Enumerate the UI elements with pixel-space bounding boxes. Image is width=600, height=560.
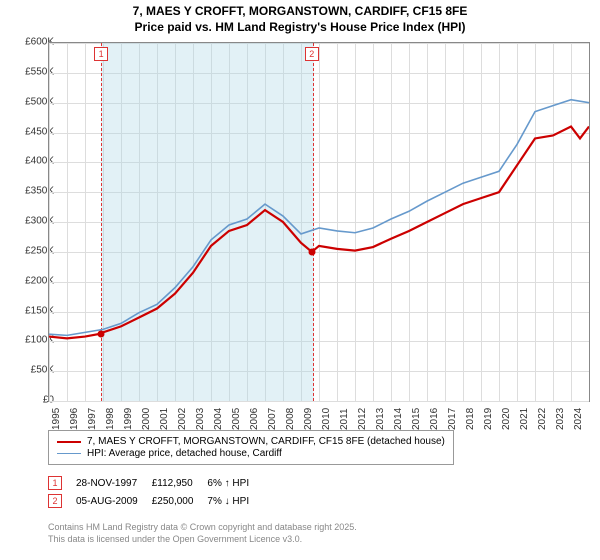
series-blue (49, 100, 589, 336)
x-tick-label: 2002 (177, 408, 188, 430)
legend-swatch (57, 441, 81, 443)
x-tick-label: 2017 (447, 408, 458, 430)
footer-line-2: This data is licensed under the Open Gov… (48, 534, 357, 546)
sale-point (98, 330, 105, 337)
x-tick-label: 2023 (555, 408, 566, 430)
event-number: 2 (48, 494, 62, 508)
event-marker: 1 (94, 47, 108, 61)
legend-swatch (57, 453, 81, 454)
x-tick-label: 1995 (51, 408, 62, 430)
event-price: £250,000 (152, 492, 208, 510)
x-tick-label: 2016 (429, 408, 440, 430)
x-tick-label: 2020 (501, 408, 512, 430)
x-tick-label: 2019 (483, 408, 494, 430)
x-tick-label: 2013 (375, 408, 386, 430)
x-tick-label: 2022 (537, 408, 548, 430)
event-marker: 2 (305, 47, 319, 61)
events-table: 1 28-NOV-1997 £112,950 6% ↑ HPI2 05-AUG-… (48, 474, 263, 510)
x-tick-label: 2014 (393, 408, 404, 430)
legend-item: HPI: Average price, detached house, Card… (57, 448, 445, 459)
x-tick-label: 2000 (141, 408, 152, 430)
legend-label: 7, MAES Y CROFFT, MORGANSTOWN, CARDIFF, … (87, 436, 445, 447)
x-tick-label: 2018 (465, 408, 476, 430)
x-tick-label: 2008 (285, 408, 296, 430)
x-tick-label: 1999 (123, 408, 134, 430)
event-delta: 7% ↓ HPI (207, 492, 263, 510)
legend-item: 7, MAES Y CROFFT, MORGANSTOWN, CARDIFF, … (57, 436, 445, 447)
legend: 7, MAES Y CROFFT, MORGANSTOWN, CARDIFF, … (48, 430, 454, 465)
event-price: £112,950 (152, 474, 208, 492)
x-tick-label: 1997 (87, 408, 98, 430)
x-tick-label: 2003 (195, 408, 206, 430)
x-tick-label: 1998 (105, 408, 116, 430)
x-tick-label: 2010 (321, 408, 332, 430)
line-plot (49, 43, 589, 401)
chart-container: 7, MAES Y CROFFT, MORGANSTOWN, CARDIFF, … (0, 0, 600, 560)
x-tick-label: 2011 (339, 408, 350, 430)
footer-line-1: Contains HM Land Registry data © Crown c… (48, 522, 357, 534)
x-tick-label: 2024 (573, 408, 584, 430)
x-tick-label: 2006 (249, 408, 260, 430)
plot-area: 12 (48, 42, 590, 402)
x-tick-label: 2007 (267, 408, 278, 430)
event-date: 28-NOV-1997 (76, 474, 152, 492)
event-number: 1 (48, 476, 62, 490)
title-line-2: Price paid vs. HM Land Registry's House … (0, 20, 600, 36)
event-date: 05-AUG-2009 (76, 492, 152, 510)
x-tick-label: 2009 (303, 408, 314, 430)
chart-title: 7, MAES Y CROFFT, MORGANSTOWN, CARDIFF, … (0, 0, 600, 35)
x-tick-label: 2015 (411, 408, 422, 430)
x-tick-label: 2004 (213, 408, 224, 430)
legend-label: HPI: Average price, detached house, Card… (87, 448, 282, 459)
x-tick-label: 2021 (519, 408, 530, 430)
event-row: 2 05-AUG-2009 £250,000 7% ↓ HPI (48, 492, 263, 510)
x-tick-label: 2012 (357, 408, 368, 430)
title-line-1: 7, MAES Y CROFFT, MORGANSTOWN, CARDIFF, … (0, 4, 600, 20)
x-tick-label: 1996 (69, 408, 80, 430)
sale-point (308, 248, 315, 255)
x-tick-label: 2005 (231, 408, 242, 430)
event-delta: 6% ↑ HPI (207, 474, 263, 492)
x-tick-label: 2001 (159, 408, 170, 430)
footer-attribution: Contains HM Land Registry data © Crown c… (48, 522, 357, 545)
event-row: 1 28-NOV-1997 £112,950 6% ↑ HPI (48, 474, 263, 492)
